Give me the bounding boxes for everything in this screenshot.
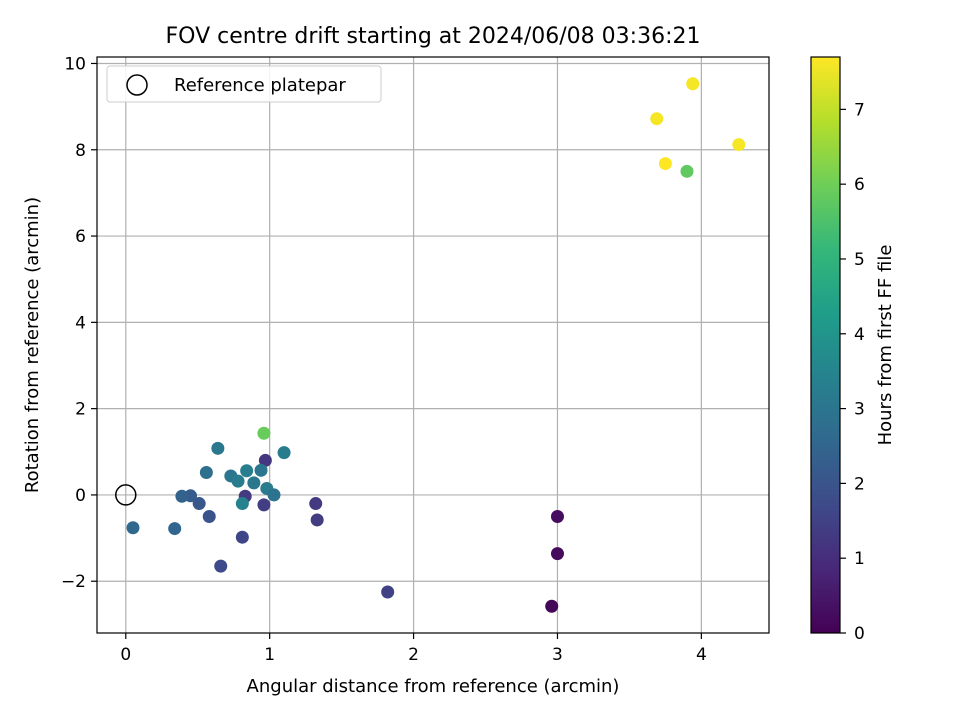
x-tick-label: 3	[552, 645, 563, 665]
chart-title: FOV centre drift starting at 2024/06/08 …	[166, 24, 701, 49]
data-point	[258, 453, 272, 467]
legend-box	[106, 65, 382, 103]
data-point	[240, 464, 254, 478]
data-point	[254, 463, 268, 477]
x-tick-label: 2	[408, 645, 419, 665]
colorbar-tick-label: 0	[854, 624, 865, 644]
reference-marker-group	[115, 484, 137, 506]
data-point	[175, 489, 189, 503]
data-point	[199, 465, 213, 479]
colorbar-tick-label: 7	[854, 100, 865, 120]
y-tick-label: 0	[75, 486, 86, 506]
legend-entry-reference: Reference platepar	[174, 75, 346, 96]
y-tick-label: 4	[75, 313, 86, 333]
x-tick-label: 1	[264, 645, 275, 665]
legend-marker	[126, 74, 148, 96]
data-point	[650, 112, 664, 126]
data-point	[545, 599, 559, 613]
y-axis-label: Rotation from reference (arcmin)	[22, 197, 43, 493]
data-point	[211, 441, 225, 455]
x-axis-label: Angular distance from reference (arcmin)	[247, 676, 620, 697]
data-point	[686, 77, 700, 91]
data-point	[680, 164, 694, 178]
data-point	[202, 510, 216, 524]
grid-lines	[97, 57, 769, 633]
y-tick-label: 2	[75, 400, 86, 420]
y-tick-label: −2	[61, 572, 86, 592]
data-point	[247, 476, 261, 490]
y-tick-label: 10	[64, 54, 86, 74]
data-point	[235, 530, 249, 544]
data-point	[257, 426, 271, 440]
plot-frame	[96, 56, 770, 634]
data-point	[550, 547, 564, 561]
data-point	[658, 157, 672, 171]
data-point	[192, 497, 206, 511]
scatter-points	[126, 77, 746, 613]
colorbar-tick-label: 6	[854, 175, 865, 195]
data-point	[231, 474, 245, 488]
data-point	[550, 510, 564, 524]
data-point	[214, 559, 228, 573]
colorbar-tick-label: 4	[854, 325, 865, 345]
colorbar-tick-label: 1	[854, 549, 865, 569]
colorbar-tick-label: 5	[854, 250, 865, 270]
legend: Reference platepar	[106, 65, 382, 103]
data-point	[126, 521, 140, 535]
y-axis-ticks: −2 0 2 4 6 8 10	[61, 54, 97, 592]
data-point	[381, 585, 395, 599]
data-point	[235, 497, 249, 511]
colorbar-tick-label: 3	[854, 400, 865, 420]
colorbar-ticks: 0 1 2 3 4 5 6 7	[840, 100, 865, 644]
data-point	[277, 446, 291, 460]
data-point	[267, 488, 281, 502]
data-point	[309, 497, 323, 511]
data-point	[168, 522, 182, 536]
data-point	[310, 513, 324, 527]
colorbar-tick-label: 2	[854, 474, 865, 494]
x-tick-label: 4	[696, 645, 707, 665]
reference-marker	[115, 484, 137, 506]
x-axis-ticks: 0 1 2 3 4	[120, 633, 707, 665]
data-point	[732, 138, 746, 152]
data-point	[257, 498, 271, 512]
x-tick-label: 0	[120, 645, 131, 665]
y-tick-label: 6	[75, 227, 86, 247]
y-tick-label: 8	[75, 141, 86, 161]
colorbar-label: Hours from first FF file	[875, 245, 896, 446]
colorbar	[810, 56, 841, 634]
